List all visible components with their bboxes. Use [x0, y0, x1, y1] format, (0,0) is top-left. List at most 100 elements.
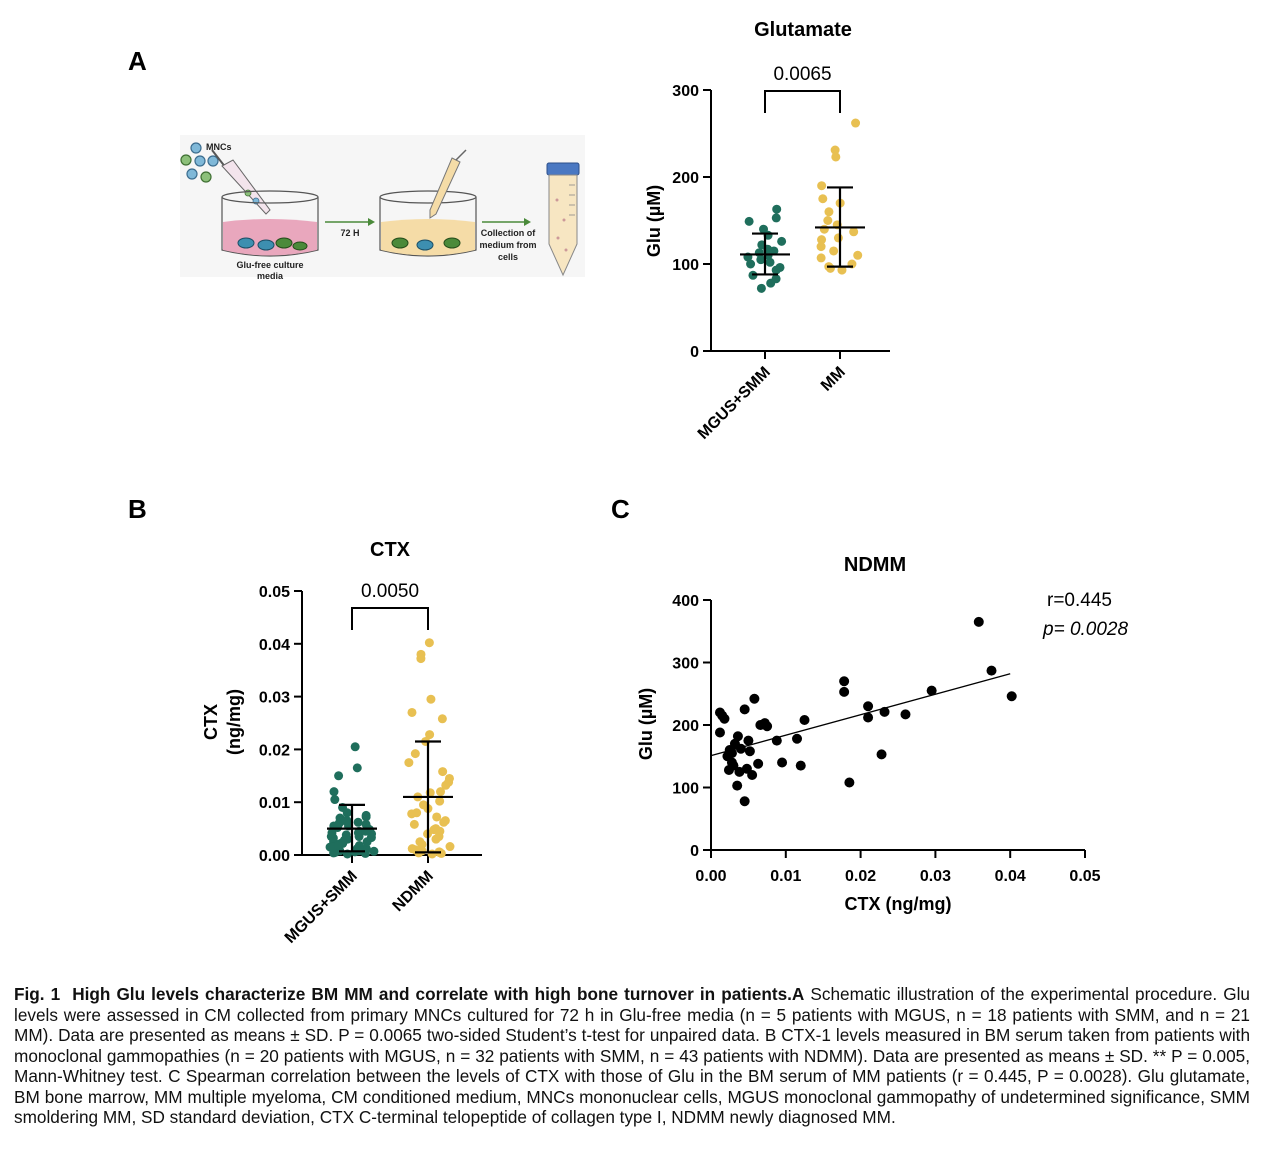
data-point: [851, 118, 861, 128]
significance-bracket: [351, 607, 429, 630]
y-tick-label: 0.04: [259, 637, 290, 654]
data-point: [844, 777, 855, 788]
chart-ctx: CTX CTX (ng/mg) 0.00 0.01 0.02 0.03 0.04 0.05…: [201, 539, 482, 947]
x-tick-label: 0.00: [695, 868, 726, 885]
chart-a-marks: 0.0065: [740, 64, 865, 293]
chart-c-marks: [710, 616, 1017, 807]
label-collect-line1: Collection of: [481, 228, 536, 238]
x-tick-label: 0.03: [920, 868, 951, 885]
y-tick-label: 0.03: [259, 690, 290, 707]
data-point: [973, 616, 984, 627]
data-point: [429, 825, 439, 835]
data-point: [416, 654, 426, 664]
data-point: [829, 246, 839, 256]
data-point: [369, 846, 379, 856]
data-point: [863, 712, 874, 723]
caption-fig-number: Fig. 1: [14, 984, 61, 1004]
y-tick-label: 200: [672, 718, 699, 735]
data-point: [817, 181, 827, 191]
data-point: [719, 713, 730, 724]
y-tick-label: 300: [672, 83, 699, 100]
data-point: [819, 224, 829, 234]
data-point: [350, 742, 360, 752]
data-point: [817, 235, 827, 245]
data-point: [837, 265, 847, 275]
data-point: [334, 771, 344, 781]
data-point: [438, 767, 448, 777]
data-point: [425, 730, 435, 740]
label-media-line1: Glu-free culture: [236, 260, 303, 270]
x-tick-label: MGUS+SMM: [282, 868, 361, 947]
trend-line: [710, 673, 1011, 757]
data-point: [327, 828, 337, 838]
data-point: [437, 714, 447, 724]
data-point: [766, 278, 776, 288]
data-point: [833, 233, 843, 243]
data-point: [410, 749, 420, 759]
data-point: [445, 842, 455, 852]
data-point: [340, 816, 350, 826]
data-point: [354, 832, 364, 842]
data-point: [329, 787, 339, 797]
data-point: [439, 817, 449, 827]
data-point: [831, 152, 841, 162]
data-point: [739, 796, 750, 807]
chart-c-axes: 0 100 200 300 400 0.00 0.01 0.02 0.03 0.04 0.05: [672, 593, 1100, 885]
data-point: [756, 255, 766, 265]
data-point: [830, 145, 840, 155]
data-point: [741, 763, 752, 774]
data-point: [795, 760, 806, 771]
chart-b-title: CTX: [370, 539, 411, 561]
data-point: [777, 757, 788, 768]
x-tick-label: 0.02: [845, 868, 876, 885]
chart-b-marks: 0.0050: [325, 581, 455, 859]
data-point: [342, 808, 352, 818]
chart-a-ylabel: Glu (µM): [644, 185, 664, 257]
label-time: 72 H: [340, 228, 359, 238]
data-point: [1006, 691, 1017, 702]
data-point: [771, 735, 782, 746]
data-point: [986, 665, 997, 676]
data-point: [728, 760, 739, 771]
data-point: [426, 694, 436, 704]
collection-tube-icon: [546, 162, 580, 277]
label-collect-line2: medium from: [479, 240, 536, 250]
y-tick-label: 0: [690, 344, 699, 361]
data-point: [792, 733, 803, 744]
data-point: [732, 780, 743, 791]
data-point: [732, 731, 743, 742]
data-point: [726, 748, 737, 759]
data-point: [849, 227, 859, 237]
y-tick-label: 300: [672, 656, 699, 673]
label-mncs: MNCs: [206, 142, 232, 152]
data-point: [818, 194, 828, 204]
x-tick-label: 0.01: [770, 868, 801, 885]
data-point: [432, 812, 442, 822]
data-point: [876, 749, 887, 760]
data-point: [435, 796, 445, 806]
panel-letter-c: C: [611, 494, 630, 524]
data-point: [771, 265, 781, 275]
data-point: [839, 686, 850, 697]
chart-a-axes: 0 100 200 300 MGUS+SMM MM: [672, 83, 890, 443]
data-point: [714, 727, 725, 738]
significance-bracket: [764, 90, 841, 113]
y-tick-label: 200: [672, 170, 699, 187]
x-tick-label: MGUS+SMM: [695, 364, 774, 443]
data-point: [407, 707, 417, 717]
y-tick-label: 100: [672, 781, 699, 798]
data-point: [762, 721, 773, 732]
data-point: [816, 253, 826, 263]
mncs-cells-icon: [180, 142, 219, 183]
caption-heading: High Glu levels characterize BM MM and c…: [72, 984, 792, 1004]
data-point: [777, 236, 787, 246]
chart-c-title: NDMM: [844, 554, 906, 576]
data-point: [799, 715, 810, 725]
data-point: [424, 638, 434, 648]
x-tick-label: 0.04: [995, 868, 1026, 885]
experimental-schematic: MNCs Glu-free culture media 72 H: [180, 135, 585, 281]
data-point: [926, 685, 937, 696]
data-point: [436, 787, 446, 797]
data-point: [409, 819, 419, 829]
